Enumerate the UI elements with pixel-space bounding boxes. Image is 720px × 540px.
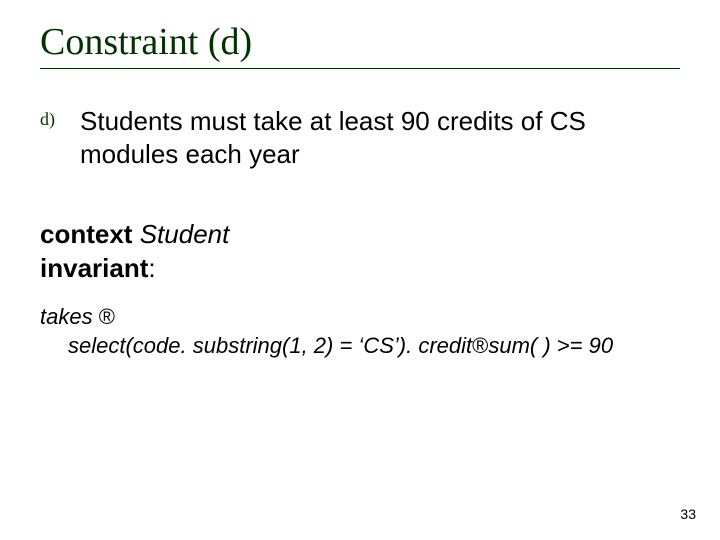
bullet-item: d) Students must take at least 90 credit…	[40, 105, 680, 170]
bullet-marker: d)	[40, 105, 80, 130]
expr-sum: sum( ) >= 90	[488, 333, 613, 358]
kw-context: context	[40, 219, 132, 249]
slide-title: Constraint (d)	[40, 20, 680, 64]
ocl-context: context Student invariant:	[40, 218, 680, 286]
colon: :	[148, 253, 155, 283]
arrow-icon: ®	[472, 333, 488, 358]
slide: Constraint (d) d) Students must take at …	[0, 0, 720, 540]
title-underline	[40, 68, 680, 69]
expr-body: (code. substring(1, 2) = ‘CS’). credit	[125, 333, 472, 358]
expr-takes: takes	[40, 304, 99, 329]
kw-invariant: invariant	[40, 253, 148, 283]
arrow-icon: ®	[99, 304, 115, 329]
context-subject: Student	[140, 219, 230, 249]
page-number: 33	[680, 506, 696, 522]
expr-select: select	[68, 333, 125, 358]
bullet-text: Students must take at least 90 credits o…	[80, 105, 680, 170]
ocl-expression: takes ® select(code. substring(1, 2) = ‘…	[40, 302, 680, 361]
